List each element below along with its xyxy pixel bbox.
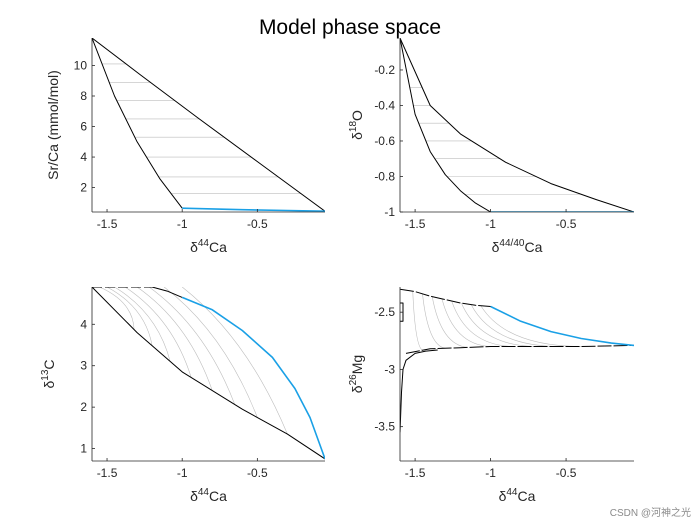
d18o-y-tick-label: -0.6 (374, 134, 395, 148)
d18o-plot-area (400, 38, 634, 212)
d26mg-highlight-curve (490, 305, 634, 347)
srca-y-tick-label: 8 (80, 89, 87, 103)
srca-x-tick-label: -1.5 (97, 217, 118, 231)
d13c-x-label-base: Ca (209, 488, 227, 504)
d13c-y-tick-label: 1 (80, 442, 87, 456)
d26mg-x-label-sup: 44 (506, 487, 518, 498)
d26mg-x-label-base: Ca (518, 488, 536, 504)
d18o-y-label-delta: δ (349, 132, 365, 140)
d26mg-left-spike (400, 349, 438, 433)
d26mg-fan-line (441, 298, 491, 347)
d26mg-fan-line (412, 291, 423, 351)
d26mg-y-label-base: Mg (349, 355, 365, 374)
d13c-x-tick-label: -1.5 (97, 466, 118, 480)
srca-panel: -1.5 -1 -0.5 2 4 6 8 10 δ44Ca Sr/Ca (mmol/mol) (45, 38, 325, 255)
srca-lower-boundary (92, 38, 183, 209)
d13c-y-tick-label: 2 (80, 400, 87, 414)
d26mg-y-label: δ26Mg (348, 355, 365, 393)
d26mg-top-boundary (400, 288, 491, 307)
srca-y-tick-label: 2 (80, 181, 87, 195)
d13c-y-tick-label: 3 (80, 359, 87, 373)
srca-y-tick-label: 4 (80, 150, 87, 164)
d13c-highlight-curve (181, 296, 325, 460)
srca-y-tick-label: 10 (74, 58, 88, 72)
d26mg-fan-line (422, 293, 446, 349)
srca-y-label: Sr/Ca (mmol/mol) (45, 70, 61, 180)
srca-x-label-delta: δ (190, 239, 198, 255)
srca-y-tick-label: 6 (80, 120, 87, 134)
d13c-y-label-base: C (41, 359, 57, 369)
d13c-y-tick-label: 4 (80, 317, 87, 331)
d13c-top-join (151, 287, 183, 298)
d13c-fan-line (163, 287, 258, 418)
d26mg-y-tick-label: -2.5 (374, 305, 395, 319)
d13c-x-label-sup: 44 (198, 487, 210, 498)
d26mg-fan-line (431, 296, 468, 348)
srca-upper-boundary (92, 38, 325, 212)
d18o-lower-boundary (400, 38, 491, 212)
d13c-x-tick-label: -0.5 (247, 466, 268, 480)
d26mg-y-label-delta: δ (349, 385, 365, 393)
d13c-y-label-delta: δ (41, 381, 57, 389)
srca-x-label-base: Ca (209, 239, 227, 255)
d26mg-x-tick-label: -1 (485, 466, 496, 480)
d26mg-y-tick-label: -3.5 (374, 420, 395, 434)
d18o-x-label-base: Ca (524, 239, 542, 255)
d26mg-x-label-delta: δ (499, 488, 507, 504)
d18o-x-label-delta: δ (492, 239, 500, 255)
d13c-fan-line (106, 287, 153, 346)
d26mg-fan-line (480, 305, 582, 347)
d13c-fan-line (124, 287, 192, 378)
d13c-x-label: δ44Ca (190, 487, 227, 504)
d13c-fan-line (136, 287, 213, 391)
d13c-y-label-sup: 13 (40, 369, 51, 381)
d26mg-fan-line (470, 304, 559, 347)
d18o-y-tick-label: -0.4 (374, 98, 395, 112)
d13c-x-tick-label: -1 (177, 466, 188, 480)
d13c-x-label-delta: δ (190, 488, 198, 504)
d26mg-y-tick-label: -3 (384, 362, 395, 376)
d13c-fan-line (148, 287, 236, 405)
d18o-x-label-sup: 44/40 (499, 238, 524, 249)
d13c-lower-boundary (92, 287, 325, 460)
d18o-y-label: δ18O (348, 110, 365, 140)
srca-x-tick-label: -1 (177, 217, 188, 231)
d18o-y-tick-label: -0.2 (374, 63, 395, 77)
d26mg-y-label-sup: 26 (348, 374, 359, 386)
d18o-y-tick-label: -0.8 (374, 169, 395, 183)
d18o-x-tick-label: -0.5 (556, 217, 577, 231)
d13c-fan-line (99, 287, 135, 330)
d13c-fan-line (114, 287, 171, 362)
d13c-y-label: δ13C (40, 359, 57, 388)
d18o-y-label-base: O (349, 110, 365, 121)
srca-highlight-curve (182, 207, 325, 212)
d18o-y-tick-label: -1 (384, 205, 395, 219)
srca-plot-area (92, 38, 325, 212)
srca-x-tick-label: -0.5 (247, 217, 268, 231)
d18o-x-label: δ44/40Ca (492, 238, 543, 255)
d26mg-plot-area (400, 288, 634, 433)
srca-x-label-sup: 44 (198, 238, 210, 249)
d18o-x-tick-label: -1.5 (405, 217, 426, 231)
d26mg-fan-line (451, 300, 514, 347)
d13c-plot-area (92, 287, 325, 460)
srca-x-label: δ44Ca (190, 238, 227, 255)
figure-title: Model phase space (259, 16, 441, 39)
d26mg-x-tick-label: -0.5 (556, 466, 577, 480)
d26mg-fan-line (461, 303, 536, 347)
d13c-fan-line (182, 287, 288, 435)
watermark: CSDN @河神之光 (610, 506, 691, 519)
d18o-x-tick-label: -1 (485, 217, 496, 231)
d26mg-x-label: δ44Ca (499, 487, 536, 504)
d18o-upper-boundary (400, 38, 634, 212)
d26mg-middle-boundary (405, 344, 634, 354)
d18o-y-label-sup: 18 (348, 121, 359, 133)
d26mg-x-tick-label: -1.5 (405, 466, 426, 480)
